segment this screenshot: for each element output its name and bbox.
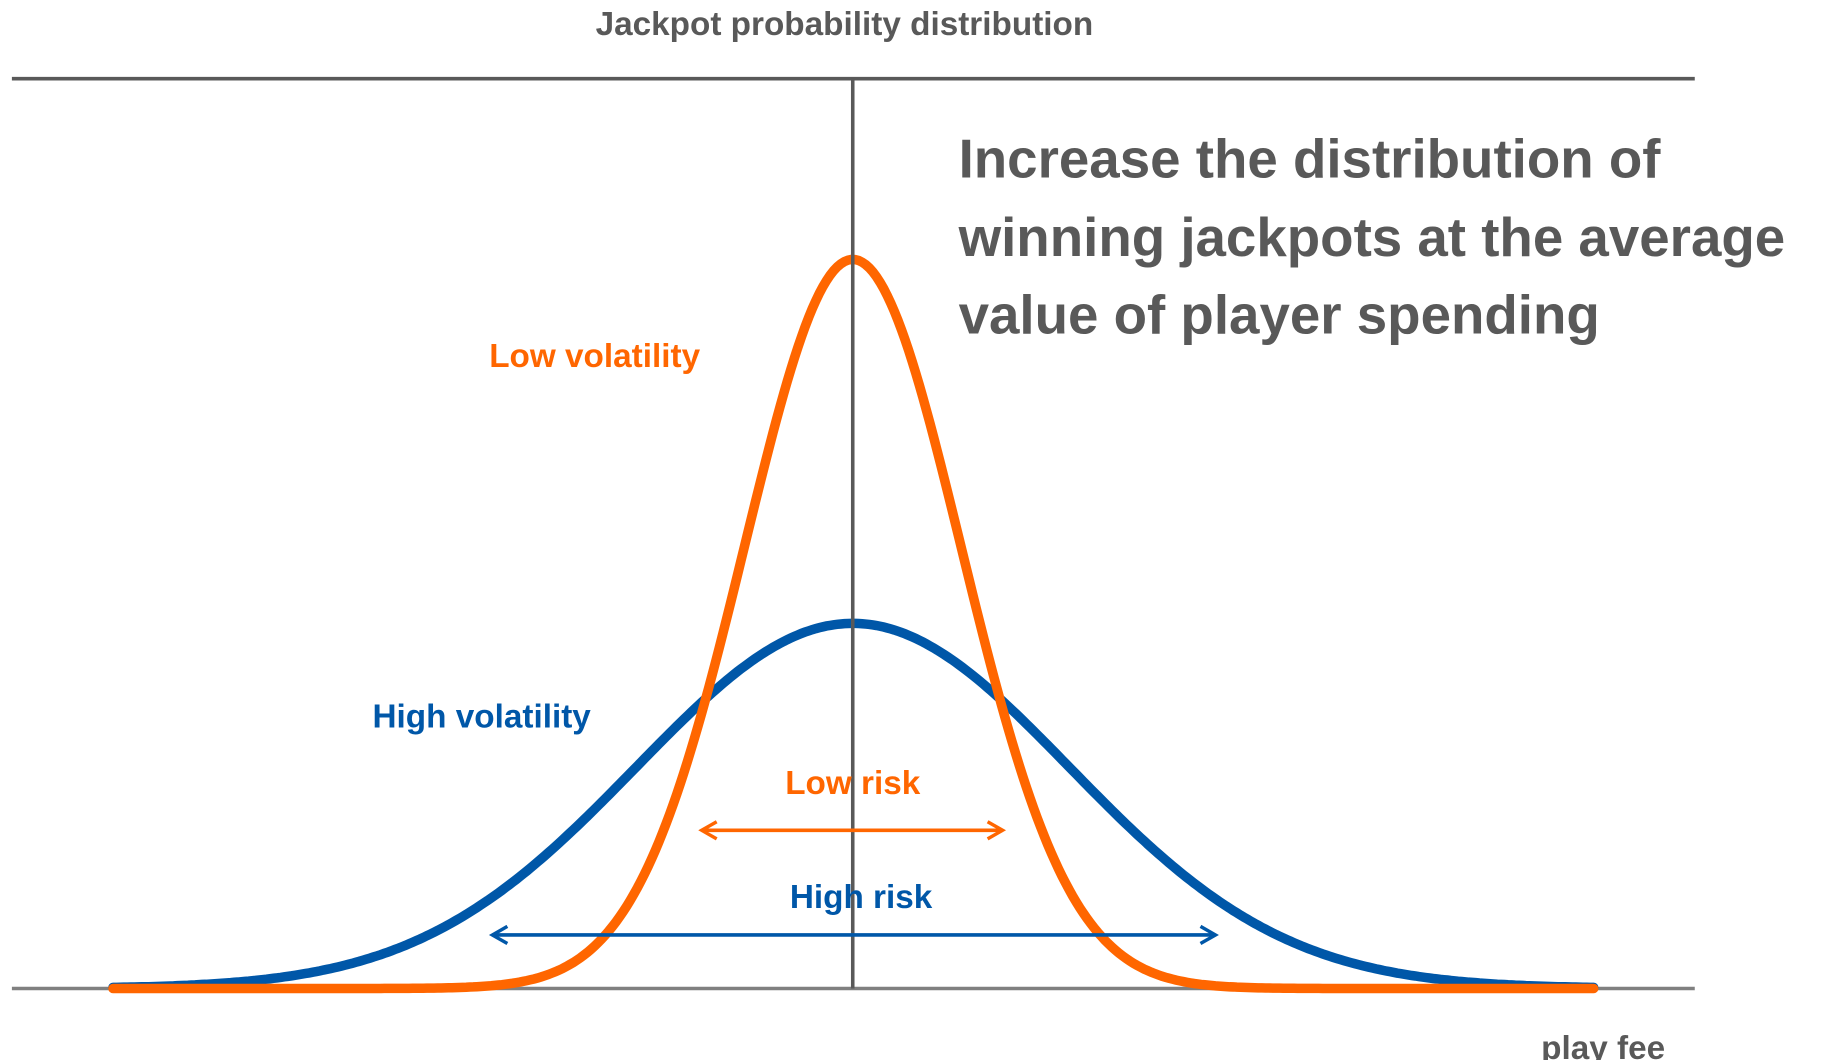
note-line: value of player spending <box>959 283 1600 345</box>
x-axis-label: play fee <box>1541 1030 1665 1060</box>
note-line: winning jackpots at the average <box>958 206 1786 268</box>
range-label: Low risk <box>785 765 921 802</box>
curve-label: Low volatility <box>489 338 700 375</box>
note-line: Increase the distribution of <box>959 128 1662 190</box>
range-label: High risk <box>790 879 933 916</box>
curve-label: High volatility <box>373 698 592 735</box>
title: Jackpot probability distribution <box>596 6 1094 43</box>
